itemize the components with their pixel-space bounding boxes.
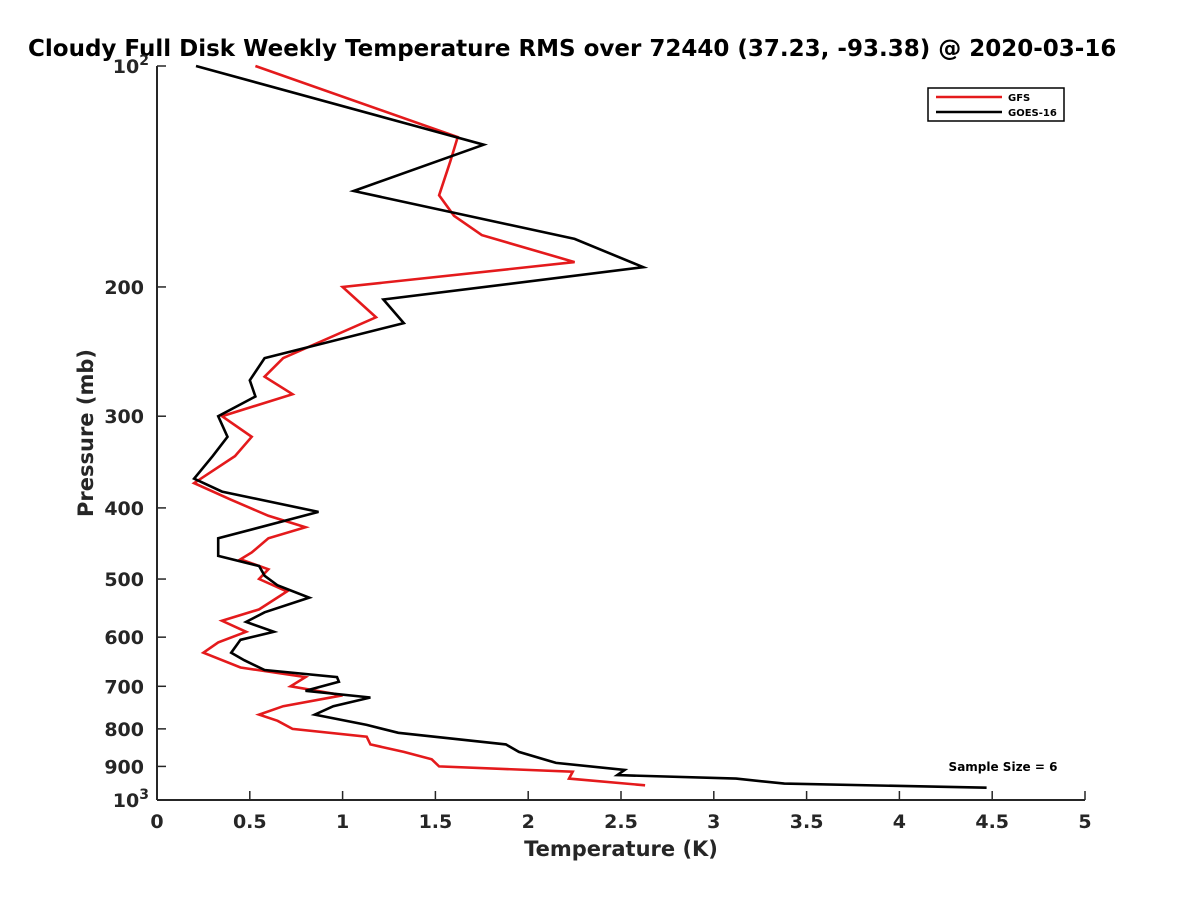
- chart-title: Cloudy Full Disk Weekly Temperature RMS …: [28, 36, 1116, 62]
- x-tick-label: 3.5: [790, 811, 824, 833]
- sample-size-annotation: Sample Size = 6: [949, 760, 1058, 774]
- y-tick-label: 700: [104, 676, 144, 698]
- y-tick-label: 103: [113, 787, 149, 812]
- x-axis-label: Temperature (K): [524, 837, 718, 861]
- series-line-goes-16: [192, 64, 987, 789]
- y-tick-label: 800: [104, 719, 144, 741]
- x-tick-label: 0.5: [233, 811, 267, 833]
- legend: GFS GOES-16: [927, 87, 1065, 122]
- series-line-gfs: [191, 64, 646, 787]
- x-tick-label: 0: [150, 811, 163, 833]
- legend-box: [927, 87, 1065, 122]
- y-tick-label: 300: [104, 406, 144, 428]
- x-tick-label: 1: [336, 811, 349, 833]
- legend-label: GFS: [1008, 93, 1030, 104]
- x-tick-label: 4: [893, 811, 906, 833]
- x-tick-label: 2.5: [604, 811, 638, 833]
- legend-label: GOES-16: [1008, 108, 1057, 119]
- x-tick-label: 5: [1078, 811, 1091, 833]
- series-lines: [191, 64, 987, 789]
- y-tick-label: 400: [104, 498, 144, 520]
- y-axis-label: Pressure (mb): [74, 349, 98, 517]
- x-tick-label: 4.5: [975, 811, 1009, 833]
- x-tick-label: 3: [707, 811, 720, 833]
- x-tick-label: 1.5: [419, 811, 453, 833]
- x-tick-label: 2: [522, 811, 535, 833]
- y-tick-label: 900: [104, 756, 144, 778]
- y-tick-label: 200: [104, 277, 144, 299]
- y-tick-label: 600: [104, 627, 144, 649]
- y-tick-label: 102: [113, 53, 149, 78]
- axes: 0 0.5 1 1.5 2 2.5 3 3.5 4 4.5 5 102 200 300 400 500 600 7…: [104, 53, 1091, 833]
- y-tick-label: 500: [104, 569, 144, 591]
- plot-area: [157, 66, 1085, 800]
